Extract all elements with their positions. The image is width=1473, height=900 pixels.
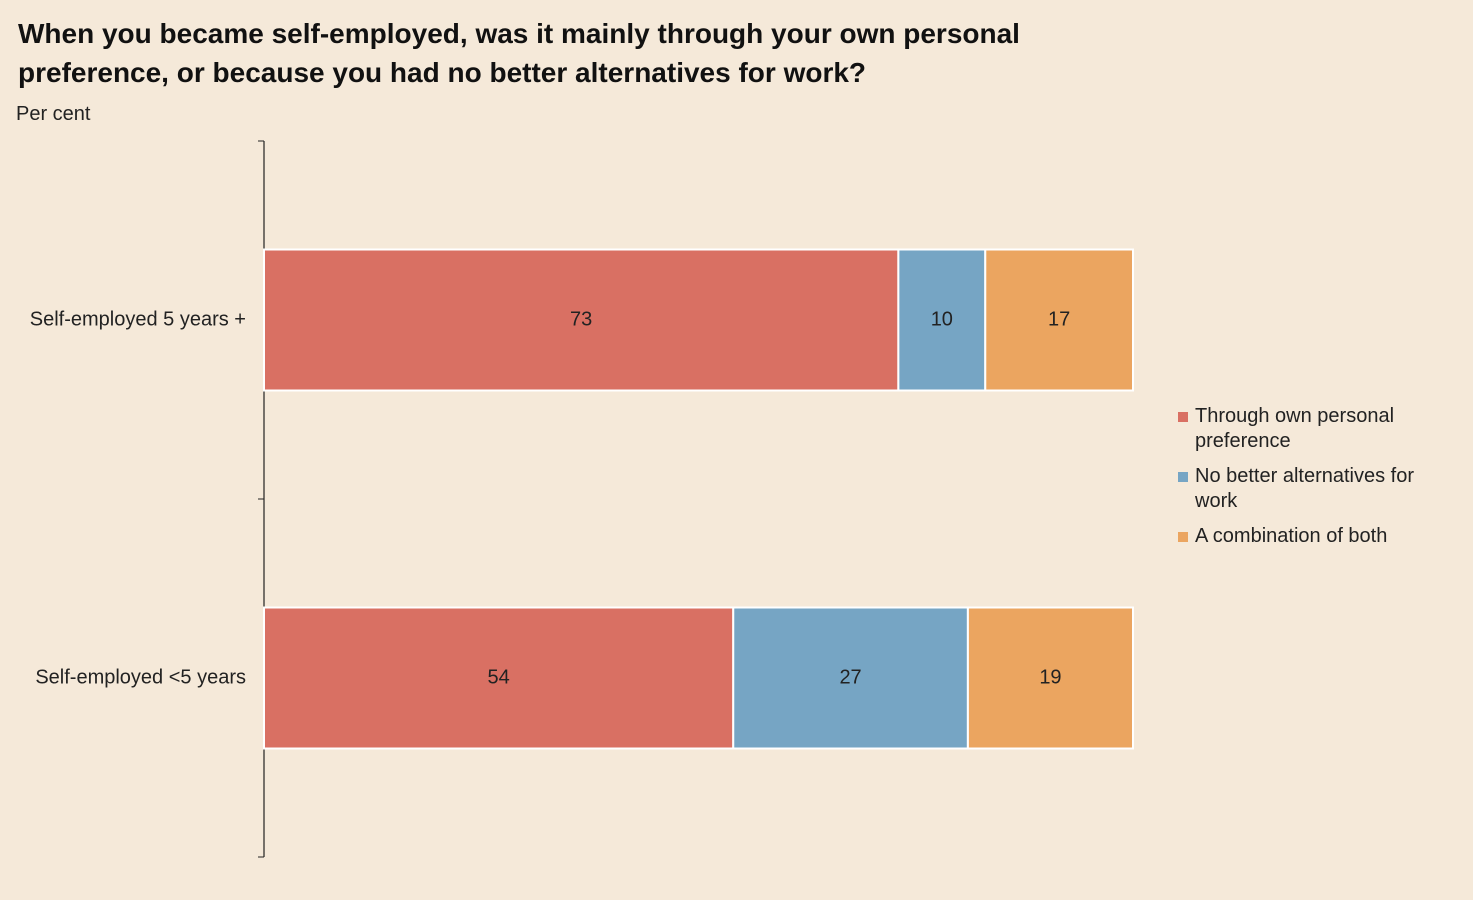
legend-item: A combination of both <box>1178 524 1448 549</box>
chart-title: When you became self-employed, was it ma… <box>18 18 1020 88</box>
bar-segment <box>263 248 900 392</box>
bar-segment <box>966 606 1135 750</box>
legend-label: No better alternatives for work <box>1195 465 1414 512</box>
data-label: 19 <box>1039 666 1061 688</box>
data-label: 54 <box>488 666 510 688</box>
legend-swatch <box>1178 412 1188 422</box>
legend-swatch <box>1178 472 1188 482</box>
bar-segment <box>732 606 969 750</box>
legend: Through own personal preference No better… <box>1178 404 1448 559</box>
chart-subtitle: Per cent <box>16 103 91 125</box>
legend-item: Through own personal preference <box>1178 404 1448 454</box>
data-label: 17 <box>1048 308 1070 330</box>
bar-segment <box>897 248 987 392</box>
data-label: 73 <box>570 308 592 330</box>
legend-item: No better alternatives for work <box>1178 464 1448 514</box>
bar-segment <box>984 248 1135 392</box>
y-tick-label: Self-employed 5 years + <box>30 308 246 330</box>
y-tick-label: Self-employed <5 years <box>35 666 246 688</box>
legend-label: A combination of both <box>1195 525 1388 547</box>
data-label: 27 <box>839 666 861 688</box>
legend-swatch <box>1178 532 1188 542</box>
data-label: 10 <box>931 308 953 330</box>
legend-label: Through own personal preference <box>1195 405 1395 452</box>
